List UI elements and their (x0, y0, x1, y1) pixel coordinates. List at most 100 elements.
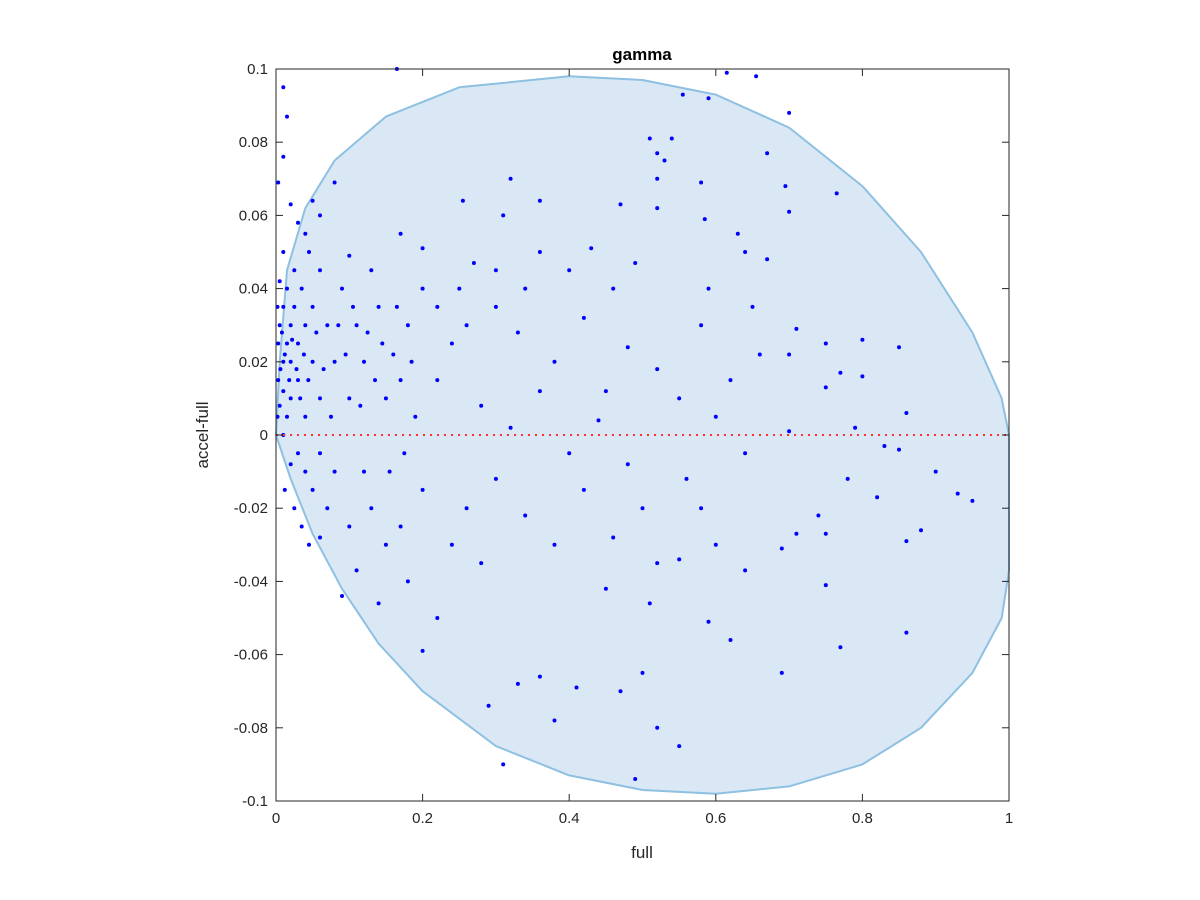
data-point (276, 180, 281, 185)
data-point (307, 542, 311, 547)
data-point (581, 487, 586, 492)
data-point (420, 487, 425, 492)
data-point (332, 469, 337, 474)
data-point (347, 396, 352, 401)
data-point (354, 323, 359, 328)
data-point (523, 286, 528, 291)
data-point (294, 367, 299, 372)
data-point (351, 304, 355, 309)
x-tick-label: 0 (272, 810, 280, 827)
y-tick-label: -0.04 (234, 573, 268, 590)
data-point (955, 491, 960, 496)
data-point (387, 469, 392, 474)
y-tick-label: -0.1 (242, 793, 268, 810)
data-point (292, 506, 297, 511)
data-point (310, 487, 315, 492)
data-point (816, 513, 821, 518)
data-point (281, 359, 286, 364)
data-point (281, 154, 286, 159)
data-point (325, 506, 330, 511)
data-point (405, 579, 410, 584)
data-point (296, 451, 300, 456)
data-point (655, 367, 660, 372)
data-point (288, 359, 293, 364)
data-point (343, 352, 348, 357)
data-point (603, 389, 608, 394)
data-point (362, 359, 366, 364)
data-point (296, 220, 300, 225)
data-point (288, 462, 293, 467)
data-point (398, 378, 403, 383)
data-point (314, 330, 319, 335)
data-point (677, 396, 682, 401)
data-point (552, 542, 557, 547)
data-point (464, 506, 469, 511)
data-point (875, 495, 880, 500)
y-tick-label: -0.02 (234, 500, 268, 517)
data-point (288, 202, 293, 207)
data-point (376, 304, 381, 309)
data-point (567, 268, 572, 273)
data-point (699, 506, 704, 511)
data-point (860, 374, 865, 379)
data-point (398, 231, 403, 236)
data-point (783, 184, 788, 189)
data-point (765, 257, 770, 262)
data-point (282, 352, 287, 357)
data-point (285, 414, 289, 419)
data-point (537, 674, 542, 679)
data-point (537, 198, 542, 203)
data-point (292, 268, 297, 273)
data-point (362, 469, 366, 474)
data-point (340, 594, 344, 598)
data-point (435, 304, 440, 309)
data-point (405, 323, 410, 328)
data-point (633, 261, 638, 265)
data-point (787, 352, 792, 357)
data-point (743, 451, 748, 456)
data-point (493, 268, 498, 273)
data-point (318, 396, 322, 401)
data-point (303, 323, 308, 328)
data-point (277, 279, 282, 284)
data-point (296, 378, 300, 383)
data-point (706, 286, 711, 291)
x-tick-label: 0.4 (559, 810, 580, 827)
data-point (794, 531, 799, 536)
data-point (728, 638, 733, 642)
data-point (611, 535, 616, 540)
chart-title: gamma (612, 45, 672, 64)
data-point (278, 367, 283, 372)
data-point (706, 619, 711, 624)
data-point (904, 630, 909, 635)
data-point (750, 304, 755, 309)
data-point (373, 378, 377, 383)
x-tick-label: 0.8 (852, 810, 873, 827)
data-point (669, 136, 674, 141)
data-point (647, 601, 652, 606)
data-point (365, 330, 370, 335)
data-point (779, 670, 784, 675)
data-point (515, 330, 520, 335)
data-point (581, 315, 586, 320)
data-point (633, 777, 638, 781)
data-point (757, 352, 762, 357)
data-point (318, 535, 322, 540)
data-point (735, 231, 740, 236)
data-point (307, 250, 311, 254)
data-point (618, 202, 623, 207)
data-point (684, 476, 689, 481)
data-point (845, 476, 850, 481)
data-point (298, 396, 303, 401)
data-point (765, 151, 770, 156)
data-point (515, 681, 520, 686)
data-point (321, 367, 326, 372)
data-point (603, 586, 608, 591)
data-point (449, 542, 454, 547)
data-point (655, 176, 660, 181)
data-point (834, 191, 839, 196)
data-point (779, 546, 784, 551)
y-tick-label: 0.06 (239, 207, 268, 224)
data-point (301, 352, 306, 357)
